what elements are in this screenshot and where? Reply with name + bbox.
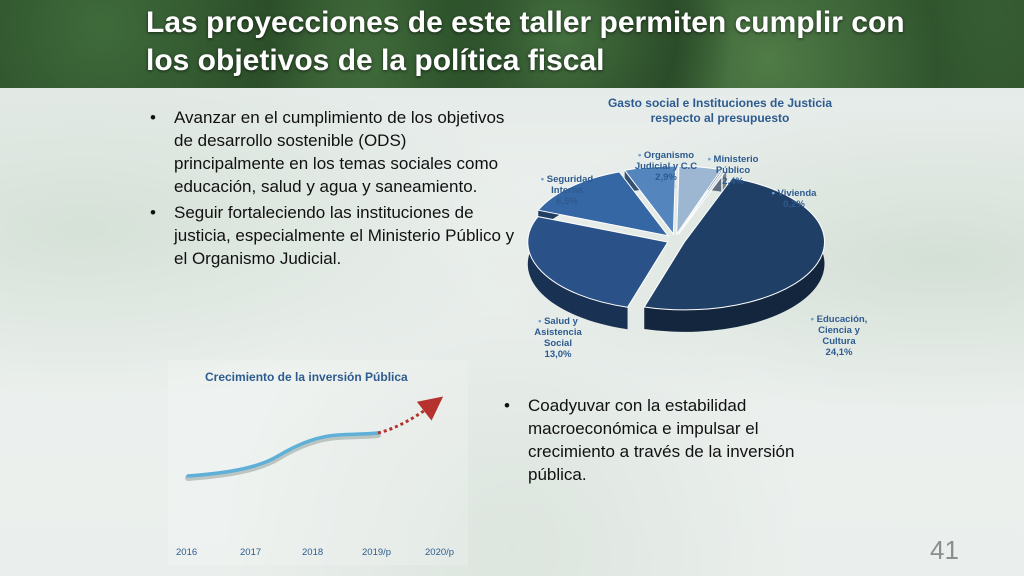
page-number: 41 — [930, 535, 959, 565]
year-2017: 2017 — [240, 547, 262, 558]
bullet-estabilidad: Coadyuvar con la estabilidad macroeconóm… — [500, 394, 845, 486]
slice-salud — [527, 216, 669, 308]
bullet-ods: Avanzar en el cumplimiento de los objeti… — [146, 106, 516, 198]
label-seguridad: • Seguridad Interna 6,5% — [532, 174, 602, 207]
label-educacion-value: 24,1% — [825, 347, 853, 358]
line-chart-panel — [168, 360, 468, 565]
label-organismo-value: 2,9% — [655, 172, 677, 183]
label-vivienda-name: Vivienda — [777, 188, 817, 199]
year-2020p: 2020/p — [425, 547, 455, 558]
label-ministerio-value: 2,4% — [722, 176, 744, 187]
year-2019p: 2019/p — [362, 547, 392, 558]
slice-seguridad — [537, 171, 670, 237]
actual-trend-shadow — [185, 432, 381, 481]
slice-educacion — [643, 177, 825, 311]
label-salud: • Salud y Asistencia Social 13,0% — [522, 316, 594, 360]
projected-trend-arrow — [377, 396, 444, 435]
forest-header-image — [0, 0, 1024, 88]
label-organismo: • Organismo Judicial y C.C 2,9% — [626, 150, 706, 183]
right-bullet-list: Coadyuvar con la estabilidad macroeconóm… — [500, 394, 845, 486]
label-vivienda-value: 0,2% — [783, 199, 805, 210]
left-bullet-list: Avanzar en el cumplimiento de los objeti… — [146, 106, 516, 273]
label-ministerio-name: Ministerio Público — [713, 154, 759, 176]
actual-trend-line — [186, 431, 380, 478]
label-educacion: • Educación, Ciencia y Cultura 24,1% — [804, 314, 874, 358]
line-chart — [185, 396, 444, 481]
label-ministerio: • Ministerio Público 2,4% — [700, 154, 766, 187]
bullet-justicia: Seguir fortaleciendo las instituciones d… — [146, 201, 516, 270]
slide-title: Las proyecciones de este taller permiten… — [146, 6, 905, 77]
slice-organismo — [623, 165, 677, 236]
label-salud-name: Salud y Asistencia Social — [534, 316, 582, 349]
slice-educacion-side — [644, 177, 825, 332]
pie-chart — [527, 165, 825, 332]
line-chart-title: Crecimiento de la inversión Pública — [205, 370, 408, 384]
slice-vivienda — [677, 169, 728, 235]
label-educacion-name: Educación, Ciencia y Cultura — [816, 314, 868, 347]
year-2016: 2016 — [176, 547, 198, 558]
slice-ministerio — [676, 165, 723, 236]
label-organismo-name: Organismo Judicial y C.C — [634, 150, 698, 172]
label-seguridad-name: Seguridad Interna — [546, 174, 594, 196]
label-vivienda: • Vivienda 0,2% — [764, 188, 824, 210]
label-salud-value: 13,0% — [544, 349, 572, 360]
pie-chart-title: Gasto social e Instituciones de Justicia… — [607, 96, 833, 125]
slice-salud-side — [527, 216, 628, 330]
label-seguridad-value: 6,5% — [556, 196, 578, 207]
year-2018: 2018 — [302, 547, 324, 558]
